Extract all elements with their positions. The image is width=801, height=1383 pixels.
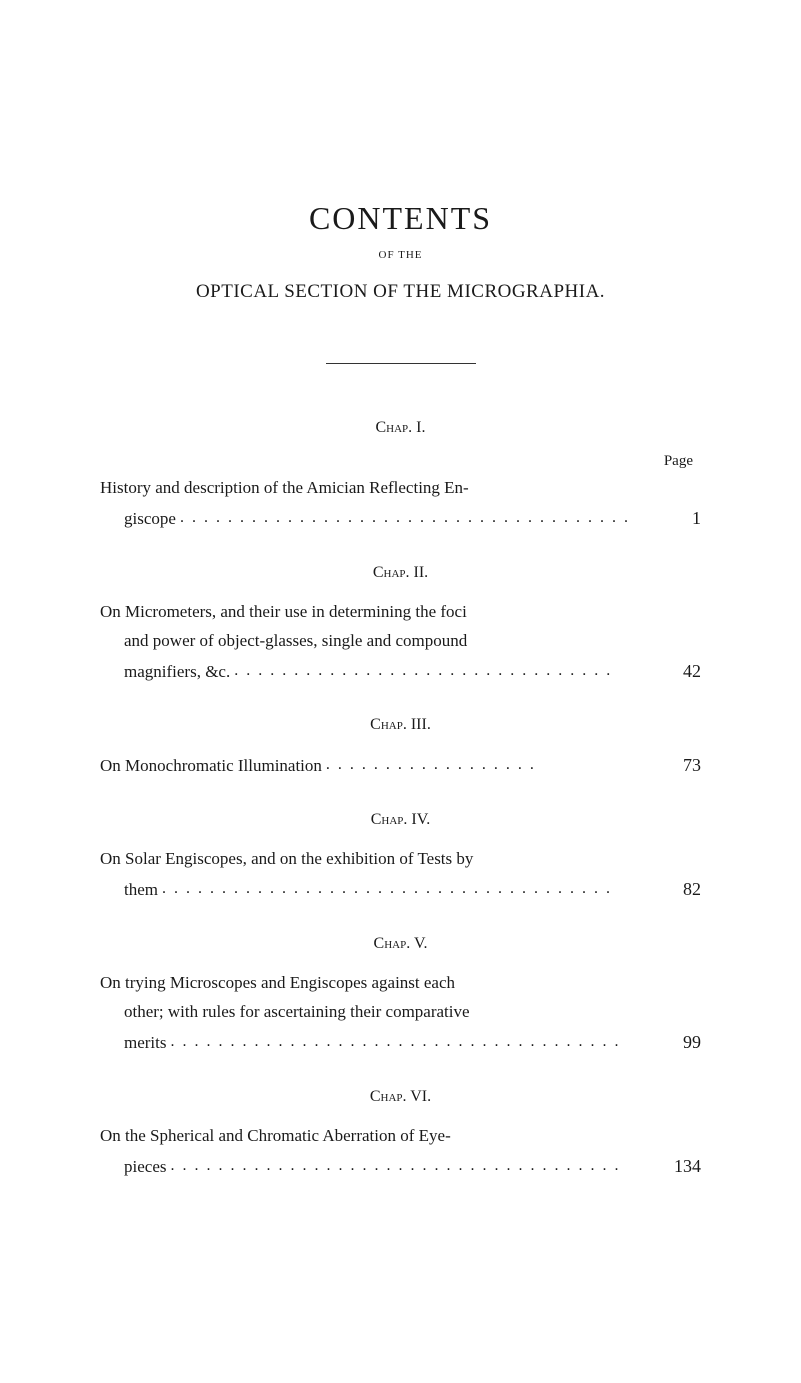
- chapter-heading: Chap. IV.: [100, 811, 701, 829]
- entry-block: On the Spherical and Chromatic Aberratio…: [100, 1122, 701, 1182]
- entry-line: On the Spherical and Chromatic Aberratio…: [100, 1122, 701, 1151]
- entry-last-text: On Monochromatic Illumination: [100, 752, 322, 781]
- entry-last-line: pieces . . . . . . . . . . . . . . . . .…: [100, 1151, 701, 1182]
- entry-line: On trying Microscopes and Engiscopes aga…: [100, 969, 701, 998]
- chapter-heading: Chap. VI.: [100, 1088, 701, 1106]
- leader-dots: . . . . . . . . . . . . . . . . . .: [322, 751, 661, 778]
- entry-last-text: pieces: [124, 1153, 166, 1182]
- entry-block: History and description of the Amician R…: [100, 474, 701, 534]
- entry-line: History and description of the Amician R…: [100, 474, 701, 503]
- chapter-heading: Chap. III.: [100, 716, 701, 734]
- entry-line: On Solar Engiscopes, and on the exhibiti…: [100, 845, 701, 874]
- page-number: 42: [661, 656, 701, 687]
- chapter-number: IV.: [411, 811, 430, 828]
- page-number: 1: [661, 503, 701, 534]
- chapter-number: III.: [411, 716, 431, 733]
- chapter-prefix: Chap.: [374, 935, 411, 952]
- entry-line: On Micrometers, and their use in determi…: [100, 598, 701, 627]
- entry-last-line: On Monochromatic Illumination . . . . . …: [100, 750, 701, 781]
- entry-last-text: giscope: [124, 505, 176, 534]
- page-number: 73: [661, 750, 701, 781]
- entry-last-line: them . . . . . . . . . . . . . . . . . .…: [100, 874, 701, 905]
- page-label: Page: [100, 453, 701, 470]
- entry-block: On Micrometers, and their use in determi…: [100, 598, 701, 687]
- chapter-block: Chap. IV. On Solar Engiscopes, and on th…: [100, 811, 701, 905]
- subtitle-of-the: OF THE: [100, 249, 701, 261]
- entry-last-text: them: [124, 876, 158, 905]
- entry-block: On trying Microscopes and Engiscopes aga…: [100, 969, 701, 1058]
- chapter-prefix: Chap.: [373, 564, 410, 581]
- chapter-number: V.: [414, 935, 428, 952]
- chapter-block: Chap. III. On Monochromatic Illumination…: [100, 716, 701, 781]
- chapter-number: II.: [414, 564, 429, 581]
- entry-line: other; with rules for ascertaining their…: [100, 998, 701, 1027]
- entry-last-line: magnifiers, &c. . . . . . . . . . . . . …: [100, 656, 701, 687]
- leader-dots: . . . . . . . . . . . . . . . . . . . . …: [230, 657, 661, 684]
- page-number: 99: [661, 1027, 701, 1058]
- entry-last-line: merits . . . . . . . . . . . . . . . . .…: [100, 1027, 701, 1058]
- chapter-heading: Chap. V.: [100, 935, 701, 953]
- chapter-block: Chap. V. On trying Microscopes and Engis…: [100, 935, 701, 1058]
- leader-dots: . . . . . . . . . . . . . . . . . . . . …: [166, 1152, 661, 1179]
- chapter-prefix: Chap.: [375, 419, 412, 436]
- entry-last-line: giscope . . . . . . . . . . . . . . . . …: [100, 503, 701, 534]
- main-title: CONTENTS: [100, 200, 701, 237]
- leader-dots: . . . . . . . . . . . . . . . . . . . . …: [167, 1028, 662, 1055]
- chapter-prefix: Chap.: [370, 716, 407, 733]
- entry-line: and power of object-glasses, single and …: [100, 627, 701, 656]
- entry-block: On Monochromatic Illumination . . . . . …: [100, 750, 701, 781]
- divider-line: [326, 363, 476, 364]
- chapter-number: VI.: [410, 1088, 431, 1105]
- entry-last-text: magnifiers, &c.: [124, 658, 230, 687]
- chapter-heading: Chap. I.: [100, 419, 701, 437]
- leader-dots: . . . . . . . . . . . . . . . . . . . . …: [158, 875, 661, 902]
- page-number: 82: [661, 874, 701, 905]
- chapter-block: Chap. VI. On the Spherical and Chromatic…: [100, 1088, 701, 1182]
- chapter-heading: Chap. II.: [100, 564, 701, 582]
- chapter-prefix: Chap.: [371, 811, 408, 828]
- section-title: OPTICAL SECTION OF THE MICROGRAPHIA.: [100, 281, 701, 303]
- chapter-prefix: Chap.: [370, 1088, 407, 1105]
- chapter-number: I.: [416, 419, 425, 436]
- entry-last-text: merits: [124, 1029, 167, 1058]
- page-container: CONTENTS OF THE OPTICAL SECTION OF THE M…: [0, 0, 801, 1292]
- page-number: 134: [661, 1151, 701, 1182]
- chapter-block: Chap. I. Page History and description of…: [100, 419, 701, 534]
- chapter-block: Chap. II. On Micrometers, and their use …: [100, 564, 701, 687]
- leader-dots: . . . . . . . . . . . . . . . . . . . . …: [176, 504, 661, 531]
- entry-block: On Solar Engiscopes, and on the exhibiti…: [100, 845, 701, 905]
